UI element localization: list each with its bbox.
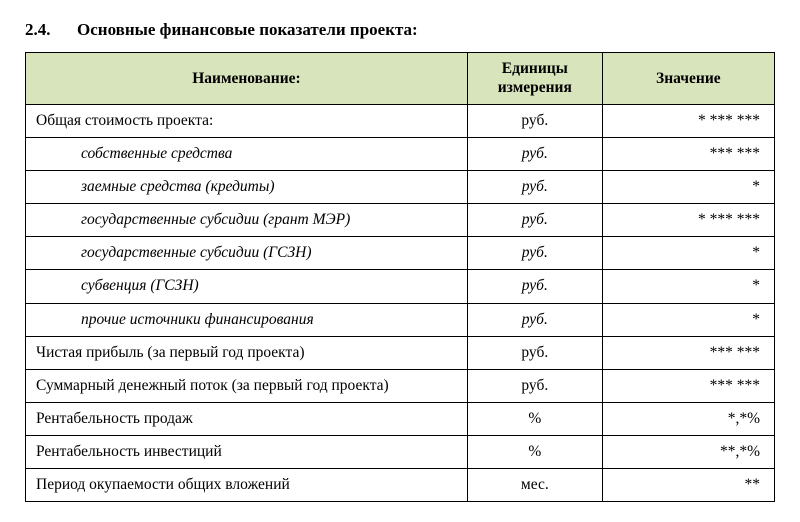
row-unit: руб. bbox=[467, 171, 602, 204]
table-row: государственные субсидии (ГСЗН)руб.* bbox=[26, 237, 775, 270]
table-row: государственные субсидии (грант МЭР)руб.… bbox=[26, 204, 775, 237]
row-value: *** *** bbox=[602, 369, 774, 402]
table-row: Чистая прибыль (за первый год проекта)ру… bbox=[26, 336, 775, 369]
column-header-unit: Единицы измерения bbox=[467, 53, 602, 105]
row-name: заемные средства (кредиты) bbox=[26, 171, 468, 204]
row-value: *,*% bbox=[602, 403, 774, 436]
row-value: *** *** bbox=[602, 336, 774, 369]
table-row: Рентабельность продаж%*,*% bbox=[26, 403, 775, 436]
row-value: * bbox=[602, 303, 774, 336]
section-heading: 2.4. Основные финансовые показатели прое… bbox=[25, 20, 775, 40]
row-unit: руб. bbox=[467, 369, 602, 402]
row-unit: руб. bbox=[467, 237, 602, 270]
column-header-value: Значение bbox=[602, 53, 774, 105]
row-name: прочие источники финансирования bbox=[26, 303, 468, 336]
table-row: Рентабельность инвестиций%**,*% bbox=[26, 436, 775, 469]
section-number: 2.4. bbox=[25, 20, 77, 40]
row-name: субвенция (ГСЗН) bbox=[26, 270, 468, 303]
row-unit: % bbox=[467, 436, 602, 469]
table-row: Общая стоимость проекта:руб.* *** *** bbox=[26, 104, 775, 137]
row-name: Рентабельность инвестиций bbox=[26, 436, 468, 469]
row-value: **,*% bbox=[602, 436, 774, 469]
row-unit: руб. bbox=[467, 270, 602, 303]
table-row: собственные средстваруб.*** *** bbox=[26, 137, 775, 170]
row-name: государственные субсидии (ГСЗН) bbox=[26, 237, 468, 270]
table-header-row: Наименование: Единицы измерения Значение bbox=[26, 53, 775, 105]
table-row: прочие источники финансированияруб.* bbox=[26, 303, 775, 336]
table-row: Период окупаемости общих вложениймес.** bbox=[26, 469, 775, 502]
row-unit: руб. bbox=[467, 137, 602, 170]
row-name: Период окупаемости общих вложений bbox=[26, 469, 468, 502]
table-row: заемные средства (кредиты)руб.* bbox=[26, 171, 775, 204]
row-value: * *** *** bbox=[602, 104, 774, 137]
financial-indicators-table: Наименование: Единицы измерения Значение… bbox=[25, 52, 775, 502]
section-title: Основные финансовые показатели проекта: bbox=[77, 20, 418, 40]
row-unit: мес. bbox=[467, 469, 602, 502]
table-row: субвенция (ГСЗН)руб.* bbox=[26, 270, 775, 303]
column-header-name: Наименование: bbox=[26, 53, 468, 105]
row-name: собственные средства bbox=[26, 137, 468, 170]
row-value: * bbox=[602, 270, 774, 303]
row-unit: руб. bbox=[467, 336, 602, 369]
row-unit: руб. bbox=[467, 204, 602, 237]
row-unit: руб. bbox=[467, 303, 602, 336]
row-name: Рентабельность продаж bbox=[26, 403, 468, 436]
row-value: * bbox=[602, 237, 774, 270]
row-name: Суммарный денежный поток (за первый год … bbox=[26, 369, 468, 402]
row-value: * *** *** bbox=[602, 204, 774, 237]
row-value: ** bbox=[602, 469, 774, 502]
row-unit: % bbox=[467, 403, 602, 436]
row-value: * bbox=[602, 171, 774, 204]
row-name: Общая стоимость проекта: bbox=[26, 104, 468, 137]
row-value: *** *** bbox=[602, 137, 774, 170]
row-name: Чистая прибыль (за первый год проекта) bbox=[26, 336, 468, 369]
row-name: государственные субсидии (грант МЭР) bbox=[26, 204, 468, 237]
row-unit: руб. bbox=[467, 104, 602, 137]
table-row: Суммарный денежный поток (за первый год … bbox=[26, 369, 775, 402]
